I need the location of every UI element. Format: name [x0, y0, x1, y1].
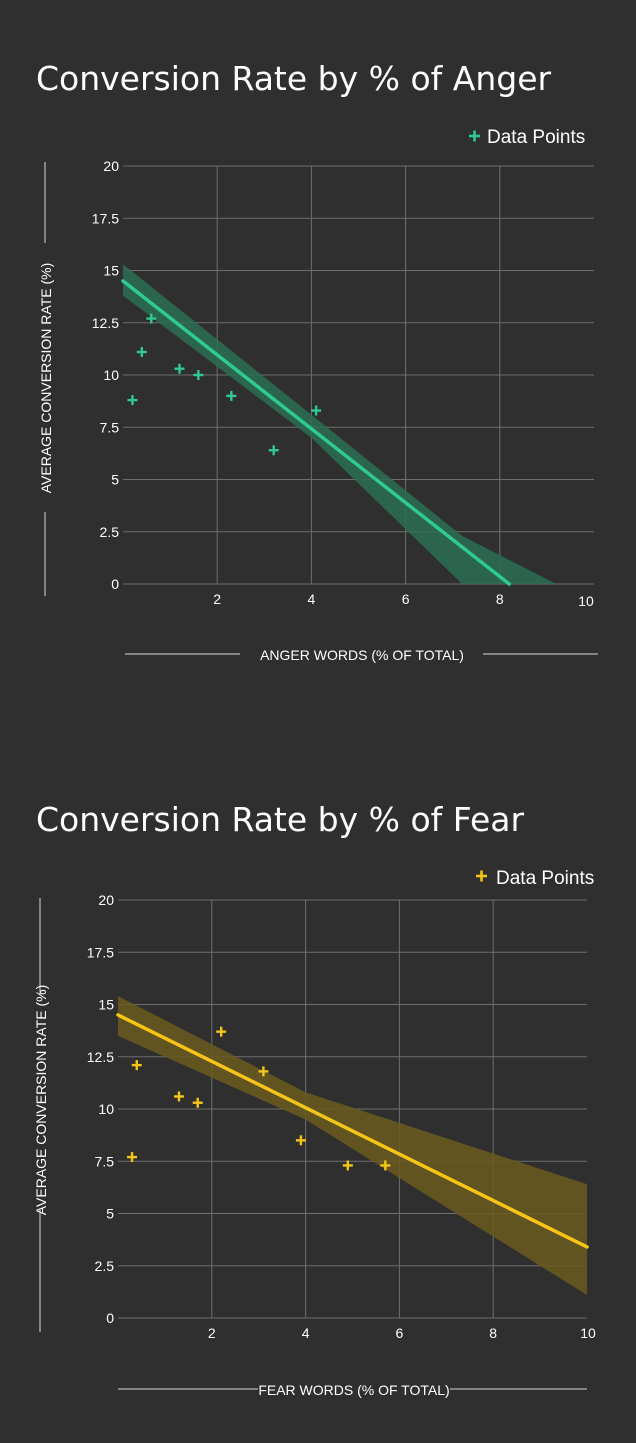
- fear-chart: Conversion Rate by % of Fear Data Points…: [33, 800, 596, 1398]
- fear-x-tick-label: 2: [208, 1325, 216, 1341]
- fear-y-tick-label: 17.5: [87, 944, 114, 960]
- fear-y-tick-label: 5: [106, 1206, 114, 1222]
- fear-legend-plus-icon: [476, 870, 487, 882]
- anger-data-point: [146, 313, 157, 324]
- fear-data-point: [192, 1097, 203, 1108]
- anger-data-point: [127, 395, 138, 406]
- fear-data-point: [131, 1060, 142, 1071]
- anger-legend-plus-icon: [469, 130, 480, 142]
- anger-data-point: [226, 390, 237, 401]
- anger-data-point: [268, 445, 279, 456]
- fear-data-point: [127, 1152, 138, 1163]
- anger-y-tick-label: 10: [103, 367, 119, 383]
- fear-trend-line: [116, 1013, 589, 1249]
- anger-y-tick-label: 17.5: [92, 210, 119, 226]
- fear-data-point: [380, 1160, 391, 1171]
- fear-y-tick-label: 12.5: [87, 1049, 114, 1065]
- anger-x-tick-label: 8: [496, 591, 504, 607]
- fear-data-point: [216, 1026, 227, 1037]
- fear-plot-area: 0 2.5 5 7.5 10 12.5 15 17.5 20 2 4 6 8 10: [87, 892, 596, 1341]
- fear-x-tick-label: 4: [302, 1325, 310, 1341]
- anger-y-tick-label: 0: [111, 576, 119, 592]
- anger-chart-title: Conversion Rate by % of Anger: [36, 59, 552, 98]
- fear-y-tick-label: 10: [98, 1101, 114, 1117]
- fear-x-tick-label: 6: [396, 1325, 404, 1341]
- fear-data-point: [342, 1160, 353, 1171]
- anger-confidence-band: [123, 264, 557, 584]
- anger-y-tick-label: 15: [103, 263, 119, 279]
- anger-data-point: [311, 405, 322, 416]
- fear-x-tick-label: 8: [489, 1325, 497, 1341]
- anger-plot-area: 0 2.5 5 7.5 10 12.5 15 17.5 20 2 4 6 8 10: [92, 158, 594, 609]
- fear-y-tick-label: 15: [98, 997, 114, 1013]
- anger-trend-line: [121, 279, 511, 586]
- anger-x-axis-label: ANGER WORDS (% OF TOTAL): [260, 647, 464, 663]
- fear-x-axis-label: FEAR WORDS (% OF TOTAL): [258, 1382, 449, 1398]
- fear-y-tick-label: 2.5: [95, 1258, 115, 1274]
- fear-y-axis-label: AVERAGE CONVERSION RATE (%): [33, 985, 49, 1216]
- anger-x-tick-label: 10: [578, 593, 594, 609]
- fear-y-tick-label: 0: [106, 1310, 114, 1326]
- anger-y-tick-label: 7.5: [100, 419, 120, 435]
- anger-legend-label: Data Points: [487, 127, 585, 148]
- anger-y-tick-label: 20: [103, 158, 119, 174]
- fear-chart-title: Conversion Rate by % of Fear: [36, 800, 524, 839]
- fear-legend: Data Points: [476, 868, 594, 889]
- anger-x-tick-label: 4: [308, 591, 316, 607]
- anger-data-point: [193, 370, 204, 380]
- anger-x-tick-label: 6: [402, 591, 410, 607]
- fear-x-tick-label: 10: [580, 1325, 596, 1341]
- anger-data-point: [174, 363, 185, 374]
- fear-data-point: [295, 1135, 306, 1146]
- fear-data-point: [258, 1066, 269, 1077]
- anger-y-axis-label: AVERAGE CONVERSION RATE (%): [38, 263, 54, 494]
- anger-x-tick-label: 2: [213, 591, 221, 607]
- fear-data-point: [173, 1091, 184, 1102]
- anger-y-tick-label: 5: [111, 472, 119, 488]
- fear-confidence-band: [118, 996, 587, 1296]
- fear-y-tick-label: 7.5: [95, 1153, 115, 1169]
- anger-legend: Data Points: [469, 127, 585, 148]
- anger-y-tick-label: 2.5: [100, 524, 120, 540]
- anger-y-tick-label: 12.5: [92, 315, 119, 331]
- anger-chart: Conversion Rate by % of Anger Data Point…: [36, 59, 598, 663]
- fear-legend-label: Data Points: [496, 868, 594, 889]
- anger-data-point: [136, 347, 147, 358]
- fear-y-tick-label: 20: [98, 892, 114, 908]
